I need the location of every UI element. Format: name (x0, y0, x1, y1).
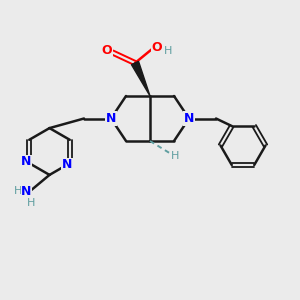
Text: N: N (61, 158, 72, 171)
Polygon shape (131, 61, 150, 96)
Text: N: N (184, 112, 194, 125)
Text: H: H (164, 46, 172, 56)
Text: N: N (21, 185, 32, 198)
Text: O: O (102, 44, 112, 58)
Text: H: H (14, 186, 22, 197)
Text: N: N (21, 155, 32, 168)
Text: O: O (152, 40, 162, 54)
Text: H: H (171, 151, 180, 161)
Text: N: N (106, 112, 116, 125)
Text: H: H (27, 197, 35, 208)
